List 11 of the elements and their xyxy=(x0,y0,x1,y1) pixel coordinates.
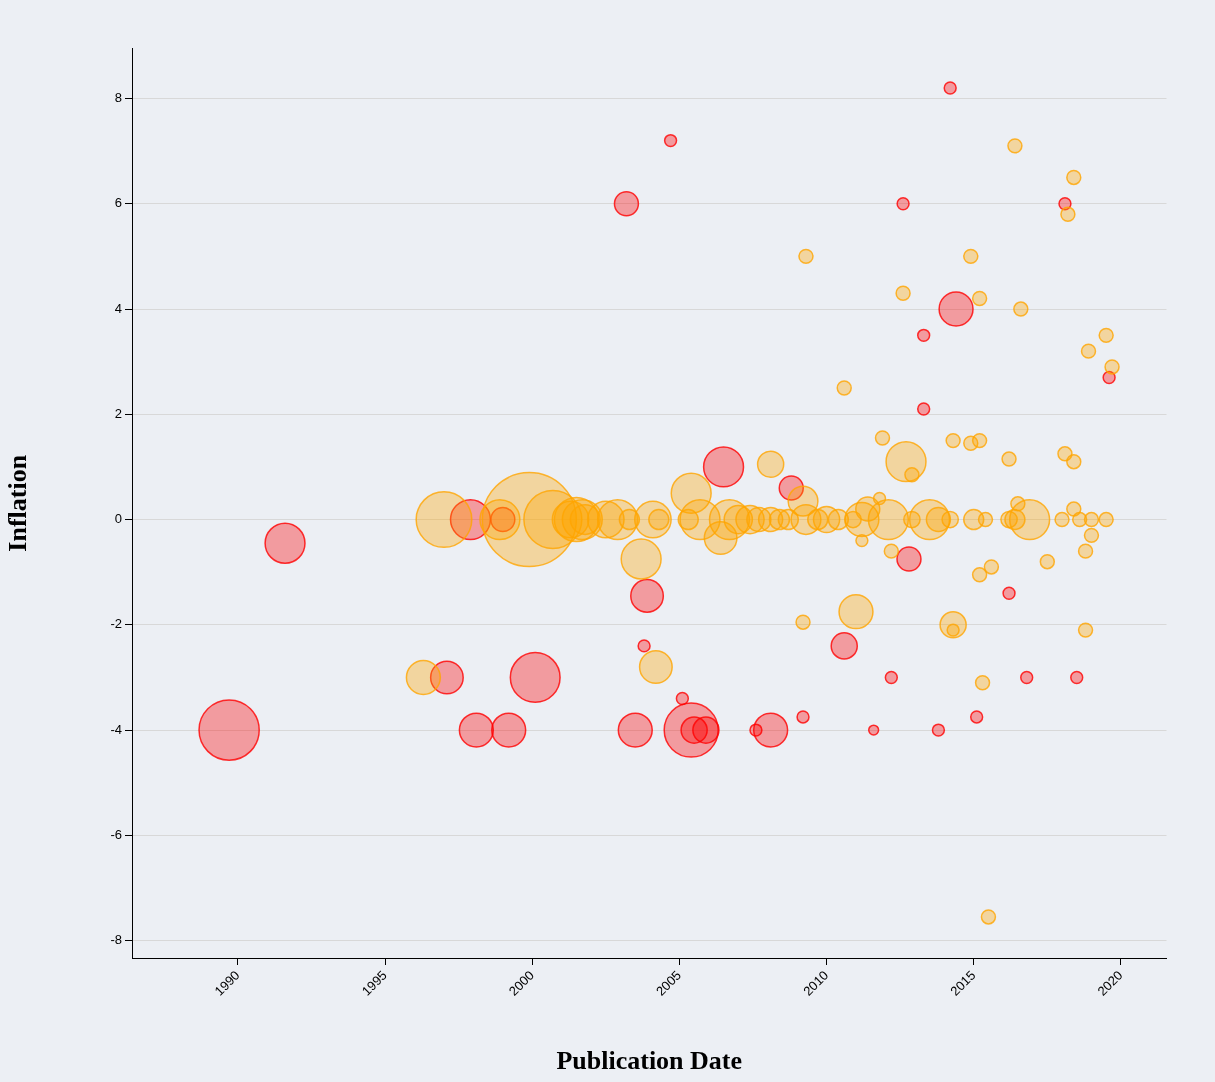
y-tick-label: 8 xyxy=(114,90,122,106)
y-tick-label: -2 xyxy=(110,616,122,632)
y-axis-title: Inflation xyxy=(3,454,33,552)
y-tick-label: 4 xyxy=(114,300,122,316)
y-tick-label: 0 xyxy=(114,511,122,527)
y-tick-label: -8 xyxy=(110,932,122,948)
x-axis-title: Publication Date xyxy=(556,1046,743,1076)
y-tick-label: -4 xyxy=(110,721,122,737)
y-tick-label: -6 xyxy=(110,826,122,842)
y-tick-label: 6 xyxy=(114,195,122,211)
y-tick-label: 2 xyxy=(114,405,122,421)
